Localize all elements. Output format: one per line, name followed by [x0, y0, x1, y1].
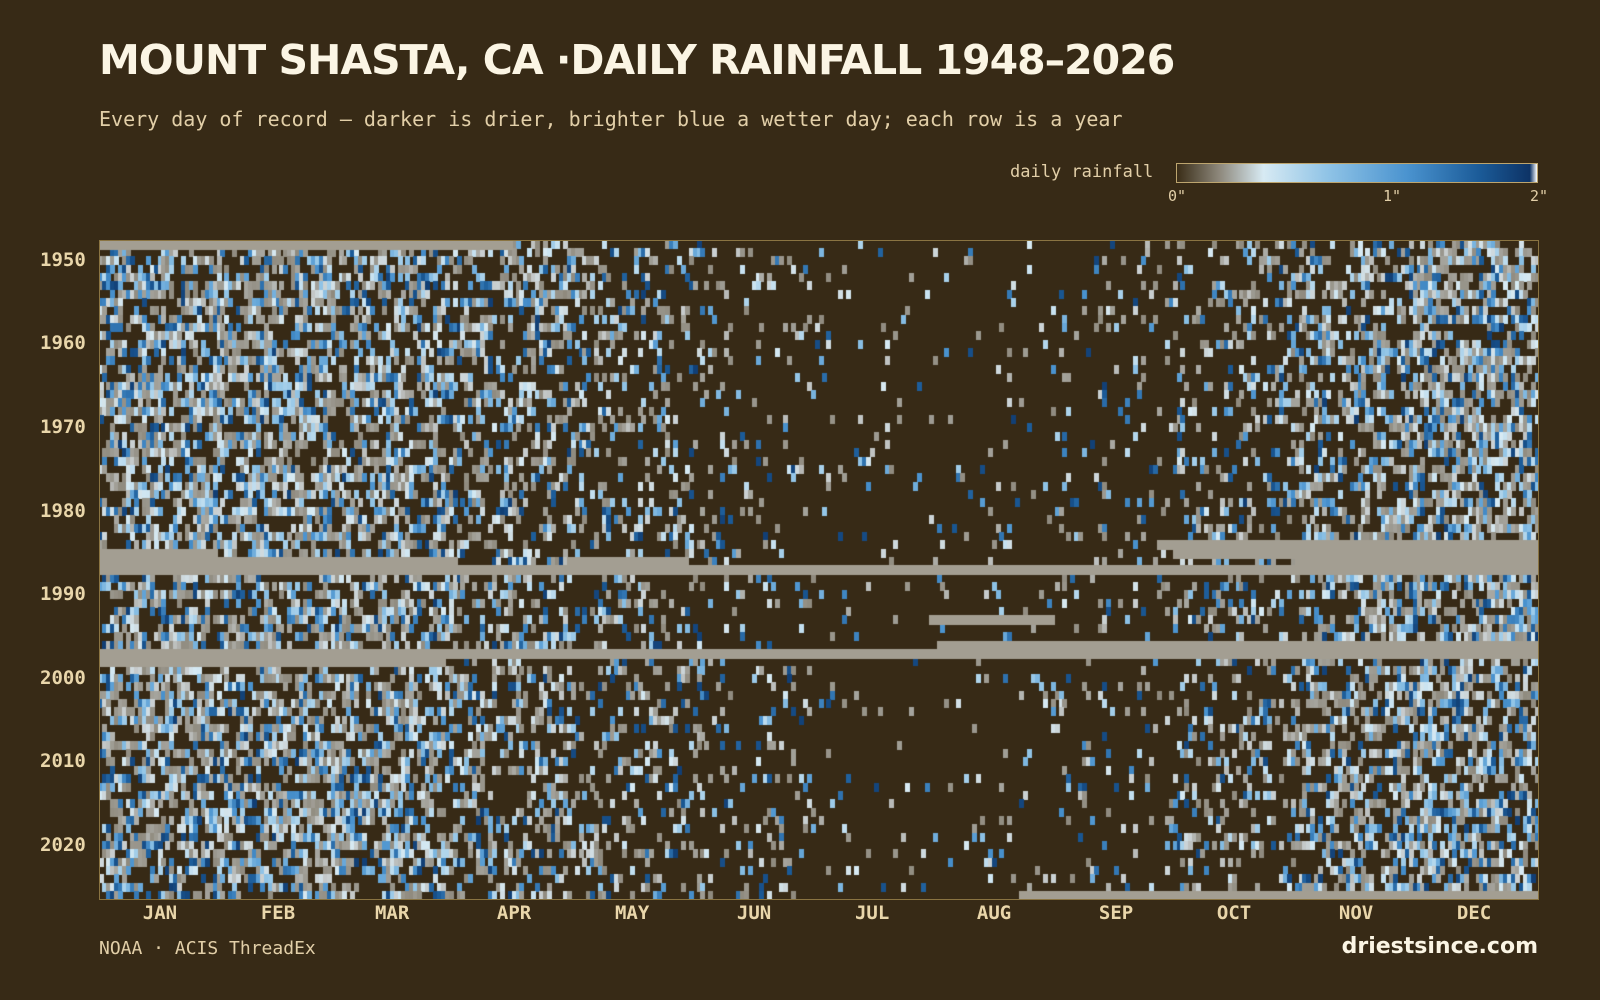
- y-tick-label: 1980: [40, 499, 86, 522]
- brand-link[interactable]: driestsince.com: [1341, 934, 1538, 959]
- x-tick-label: NOV: [1338, 902, 1374, 924]
- legend-tick-2: 2": [1530, 187, 1549, 205]
- y-tick-label: 2020: [40, 833, 86, 856]
- y-tick-label: 1960: [40, 332, 86, 355]
- x-tick-label: OCT: [1216, 902, 1252, 924]
- y-tick-label: 1970: [40, 415, 86, 438]
- y-tick-label: 1990: [40, 583, 86, 606]
- rainfall-heatmap: [99, 240, 1539, 900]
- y-tick-label: 2010: [40, 750, 86, 773]
- x-tick-label: APR: [496, 902, 532, 924]
- x-tick-label: AUG: [976, 902, 1012, 924]
- x-tick-label: FEB: [260, 902, 296, 924]
- y-tick-label: 1950: [40, 248, 86, 271]
- legend-label: daily rainfall: [1010, 162, 1154, 182]
- x-tick-label: JUL: [854, 902, 890, 924]
- chart-title: MOUNT SHASTA, CA ·DAILY RAINFALL 1948–20…: [99, 36, 1175, 84]
- x-tick-label: JAN: [142, 902, 178, 924]
- x-tick-label: MAY: [614, 902, 650, 924]
- legend-colorbar: [1176, 163, 1538, 183]
- y-tick-label: 2000: [40, 666, 86, 689]
- chart-subtitle: Every day of record — darker is drier, b…: [99, 107, 1123, 131]
- x-tick-label: MAR: [374, 902, 410, 924]
- x-tick-label: JUN: [736, 902, 772, 924]
- x-tick-label: DEC: [1456, 902, 1492, 924]
- legend-tick-1: 1": [1383, 187, 1402, 205]
- x-tick-label: SEP: [1098, 902, 1134, 924]
- legend-tick-0: 0": [1168, 187, 1187, 205]
- source-credit: NOAA · ACIS ThreadEx: [99, 938, 316, 959]
